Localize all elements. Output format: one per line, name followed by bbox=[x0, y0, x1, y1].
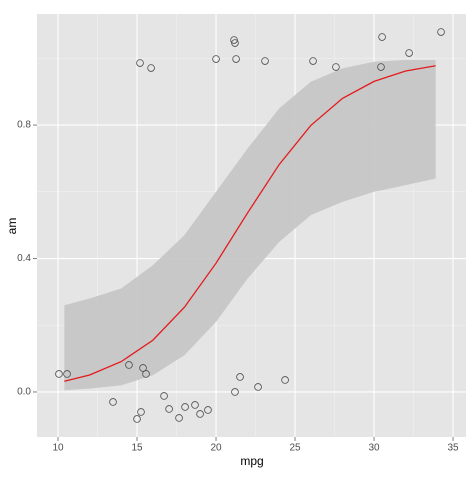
point bbox=[231, 39, 239, 47]
point bbox=[147, 64, 155, 72]
y-tick-label: 0.8 bbox=[17, 120, 31, 131]
point bbox=[136, 59, 144, 67]
point bbox=[142, 370, 150, 378]
point bbox=[281, 376, 289, 384]
point bbox=[63, 370, 71, 378]
point bbox=[191, 401, 199, 409]
point bbox=[181, 403, 189, 411]
x-axis-title: mpg bbox=[240, 454, 263, 468]
x-tick-label: 20 bbox=[210, 443, 222, 454]
point bbox=[160, 392, 168, 400]
point bbox=[405, 49, 413, 57]
point bbox=[236, 373, 244, 381]
point bbox=[175, 414, 183, 422]
y-tick-label: 0.0 bbox=[17, 387, 31, 398]
point bbox=[137, 408, 145, 416]
point bbox=[254, 383, 262, 391]
x-tick-label: 30 bbox=[368, 443, 380, 454]
x-tick-label: 35 bbox=[447, 443, 459, 454]
point bbox=[230, 36, 238, 44]
fit-line bbox=[64, 65, 436, 382]
point bbox=[196, 410, 204, 418]
point bbox=[139, 364, 147, 372]
point bbox=[204, 406, 212, 414]
x-tick-label: 25 bbox=[289, 443, 301, 454]
point bbox=[261, 57, 269, 65]
point bbox=[332, 63, 340, 71]
point bbox=[377, 63, 385, 71]
confidence-band bbox=[64, 60, 436, 391]
point bbox=[378, 33, 386, 41]
point bbox=[125, 361, 133, 369]
x-tick-label: 10 bbox=[52, 443, 64, 454]
point bbox=[231, 388, 239, 396]
point bbox=[55, 370, 63, 378]
x-tick-label: 15 bbox=[131, 443, 143, 454]
point bbox=[109, 398, 117, 406]
point bbox=[309, 57, 317, 65]
point bbox=[232, 55, 240, 63]
point bbox=[437, 28, 445, 36]
y-tick-label: 0.4 bbox=[17, 253, 31, 264]
point bbox=[133, 415, 141, 423]
point bbox=[165, 405, 173, 413]
y-axis-title: am bbox=[5, 218, 19, 235]
point bbox=[212, 55, 220, 63]
